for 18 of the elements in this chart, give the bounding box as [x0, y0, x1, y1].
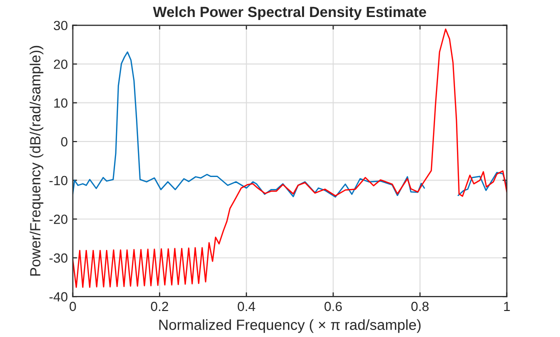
y-tick-label: 20 [54, 60, 68, 69]
x-tick-label: 0.8 [411, 302, 429, 312]
y-axis-title: Power/Frequency (dB/(rad/sample)) [30, 46, 44, 276]
x-tick-label: 0.6 [324, 302, 342, 312]
y-tick-label: -20 [49, 214, 68, 224]
y-tick-label: -30 [49, 253, 68, 263]
y-tick-label: 10 [54, 98, 68, 108]
x-tick-label: 1 [504, 302, 510, 311]
x-tick-label: 0.4 [238, 302, 256, 312]
y-tick-label: -10 [49, 176, 68, 186]
y-tick-label: -40 [49, 292, 68, 302]
y-tick-label: 0 [61, 137, 68, 146]
chart-title: Welch Power Spectral Density Estimate [152, 6, 426, 20]
x-tick-label: 0.2 [150, 302, 168, 312]
x-axis-title: Normalized Frequency ( × π rad/sample) [159, 319, 421, 333]
x-tick-label: 0 [70, 302, 76, 312]
y-tick-label: 30 [54, 20, 68, 30]
line-series [72, 28, 507, 288]
